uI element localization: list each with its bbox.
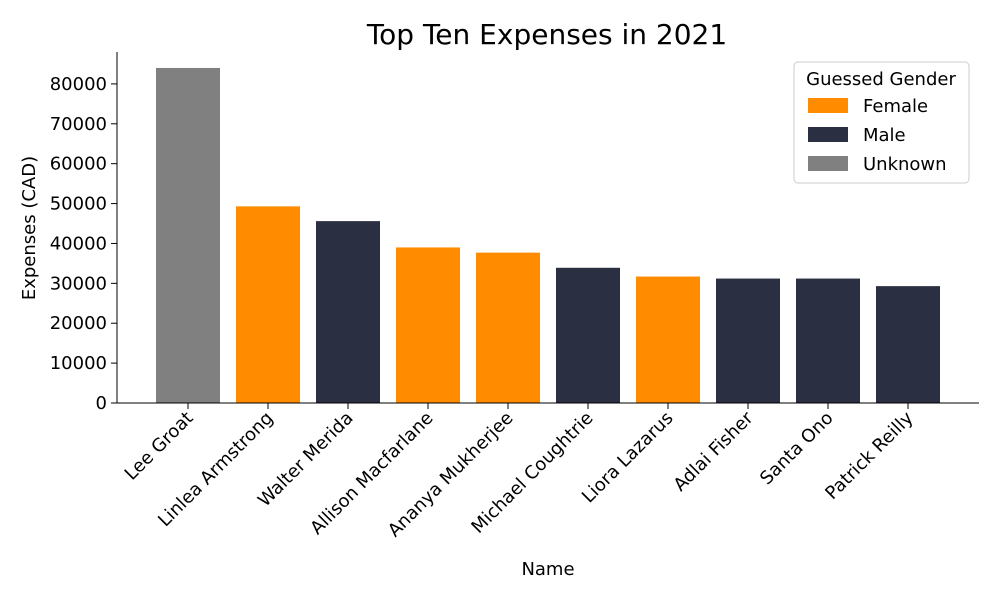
y-tick-label: 20000 (50, 313, 107, 334)
chart-title: Top Ten Expenses in 2021 (366, 18, 727, 51)
x-tick-label: Lee Groat (121, 408, 198, 485)
legend-swatch (808, 127, 848, 142)
bar (796, 278, 860, 403)
y-tick-label: 10000 (50, 353, 107, 374)
bar (556, 267, 620, 403)
y-tick-label: 30000 (50, 273, 107, 294)
y-tick-label: 60000 (50, 154, 107, 175)
y-tick-label: 40000 (50, 233, 107, 254)
y-tick-label: 0 (96, 393, 107, 414)
legend: Guessed Gender Female Male Unknown (793, 61, 970, 184)
legend-box (793, 61, 970, 184)
legend-label: Unknown (863, 154, 947, 175)
x-axis-label: Name (521, 559, 574, 580)
legend-label: Female (863, 96, 928, 117)
bars-group (156, 67, 940, 404)
bar (476, 252, 540, 403)
x-tick-label: Adlai Fisher (670, 407, 758, 495)
bar (156, 67, 220, 404)
y-axis: 0 10000 20000 30000 40000 50000 60000 70000 8000… (50, 74, 117, 414)
bar (716, 278, 780, 403)
y-tick-label: 50000 (50, 194, 107, 215)
x-tick-label: Santa Ono (756, 408, 838, 490)
legend-swatch (808, 98, 848, 113)
bar (236, 206, 300, 403)
legend-label: Male (863, 125, 906, 146)
legend-swatch (808, 156, 848, 171)
y-axis-label: Expenses (CAD) (19, 156, 40, 300)
y-tick-label: 80000 (50, 74, 107, 95)
bar (876, 286, 940, 403)
legend-title: Guessed Gender (806, 69, 956, 90)
bar (316, 221, 380, 403)
bar (396, 247, 460, 403)
y-tick-label: 70000 (50, 114, 107, 135)
bar (636, 276, 700, 403)
